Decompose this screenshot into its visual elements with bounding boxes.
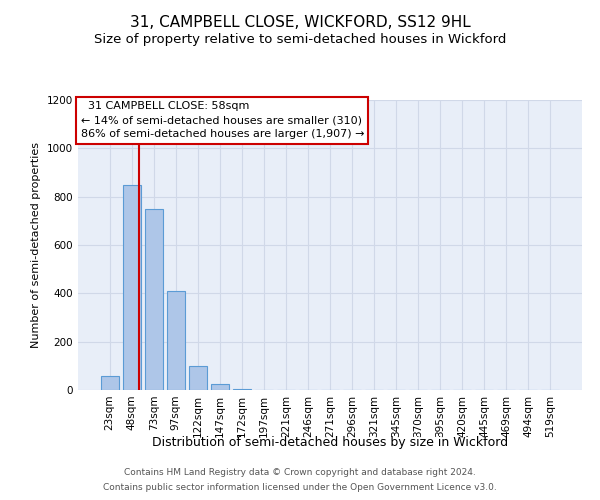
Bar — [189, 366, 206, 390]
Text: Contains public sector information licensed under the Open Government Licence v3: Contains public sector information licen… — [103, 483, 497, 492]
Text: Distribution of semi-detached houses by size in Wickford: Distribution of semi-detached houses by … — [152, 436, 508, 449]
Bar — [123, 184, 140, 390]
Bar — [101, 376, 119, 390]
Bar — [211, 384, 229, 390]
Bar — [233, 389, 251, 390]
Text: 31, CAMPBELL CLOSE, WICKFORD, SS12 9HL: 31, CAMPBELL CLOSE, WICKFORD, SS12 9HL — [130, 15, 470, 30]
Bar — [145, 209, 163, 390]
Bar — [167, 291, 185, 390]
Y-axis label: Number of semi-detached properties: Number of semi-detached properties — [31, 142, 41, 348]
Text: Contains HM Land Registry data © Crown copyright and database right 2024.: Contains HM Land Registry data © Crown c… — [124, 468, 476, 477]
Text: Size of property relative to semi-detached houses in Wickford: Size of property relative to semi-detach… — [94, 32, 506, 46]
Text: 31 CAMPBELL CLOSE: 58sqm
← 14% of semi-detached houses are smaller (310)
86% of : 31 CAMPBELL CLOSE: 58sqm ← 14% of semi-d… — [80, 102, 364, 140]
